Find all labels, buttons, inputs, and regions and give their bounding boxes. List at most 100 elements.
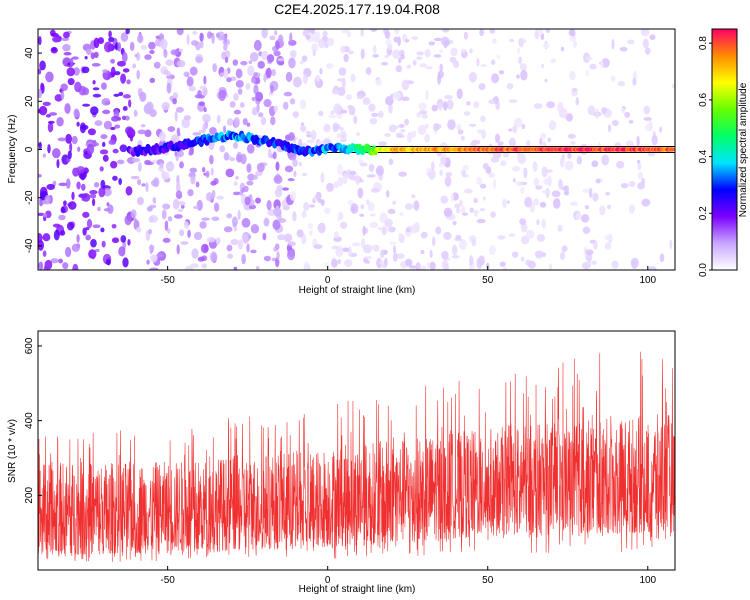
speckle-point [315,191,322,200]
speckle-point [585,69,589,77]
speckle-point [619,46,628,52]
speckle-point [192,30,198,35]
speckle-point [541,219,546,229]
speckle-point [482,196,486,201]
speckle-point [557,224,563,232]
speckle-point [66,221,75,231]
speckle-point [247,65,255,76]
speckle-point [38,173,42,178]
speckle-point [190,263,199,268]
speckle-point [512,125,518,133]
speckle-point [246,180,254,186]
speckle-point [248,60,252,65]
speckle-point [463,111,471,116]
colorbar-tick-label: 0.0 [698,263,709,277]
speckle-point [320,172,325,184]
speckle-point [190,40,199,46]
speckle-point [122,68,130,73]
speckle-point [404,203,414,210]
speckle-point [101,240,106,248]
speckle-point [508,128,513,132]
speckle-point [425,66,433,70]
speckle-point [456,88,463,99]
speckle-point [201,263,208,269]
speckle-point [431,104,439,112]
speckle-point [118,91,124,96]
speckle-point [569,201,578,206]
speckle-point [250,249,257,254]
speckle-point [438,102,443,112]
speckle-point [197,256,205,262]
speckle-point [52,36,60,43]
speckle-point [439,63,444,72]
speckle-point [261,29,268,39]
speckle-point [216,195,225,200]
speckle-point [42,250,47,257]
speckle-point [476,57,480,67]
speckle-point [151,179,159,187]
speckle-point [223,68,229,79]
speckle-point [433,123,440,131]
speckle-point [289,98,296,105]
speckle-point [521,123,526,130]
speckle-point [413,60,417,66]
speckle-point [450,47,458,57]
speckle-point [333,103,342,115]
speckle-point [511,165,521,172]
speckle-point [122,105,128,111]
speckle-point [429,249,433,258]
speckle-point [388,103,393,114]
speckle-point [357,187,364,199]
speckle-point [256,162,265,173]
speckle-point [167,216,173,222]
speckle-point [599,205,606,216]
speckle-point [153,61,161,69]
speckle-point [109,126,116,131]
speckle-point [519,37,525,48]
speckle-point [130,209,137,219]
speckle-point [270,84,274,94]
speckle-point [176,244,180,255]
speckle-point [370,29,378,32]
speckle-point [85,234,92,241]
speckle-point [205,192,214,202]
speckle-point [175,190,183,200]
speckle-point [167,228,171,234]
x-tick-label: 100 [639,275,656,286]
speckle-point [433,37,443,42]
speckle-point [301,210,307,219]
speckle-point [429,261,436,270]
speckle-point [97,37,105,44]
speckle-point [65,133,72,144]
speckle-point [302,73,308,84]
speckle-point [347,246,352,257]
speckle-point [111,115,120,122]
speckle-point [592,192,599,202]
speckle-point [533,177,540,187]
speckle-point [611,260,619,269]
speckle-point [509,38,515,42]
speckle-point [443,207,453,217]
speckle-point [398,57,402,64]
speckle-point [122,257,129,268]
speckle-point [360,29,364,37]
speckle-point [384,30,391,39]
speckle-point [540,132,547,140]
speckle-point [371,112,379,117]
speckle-point [255,197,262,204]
speckle-point [272,151,277,160]
speckle-point [513,117,523,128]
speckle-point [110,58,115,64]
speckle-point [94,120,103,127]
speckle-point [102,154,109,162]
speckle-point [174,151,178,157]
speckle-point [178,48,184,52]
speckle-point [65,178,71,189]
speckle-point [223,44,228,51]
speckle-point [275,243,280,251]
speckle-point [570,141,576,145]
speckle-point [320,199,325,207]
speckle-point [488,99,496,105]
speckle-point [226,213,233,219]
speckle-point [47,120,55,124]
